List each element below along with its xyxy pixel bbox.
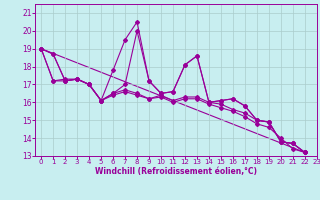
X-axis label: Windchill (Refroidissement éolien,°C): Windchill (Refroidissement éolien,°C) bbox=[95, 167, 257, 176]
